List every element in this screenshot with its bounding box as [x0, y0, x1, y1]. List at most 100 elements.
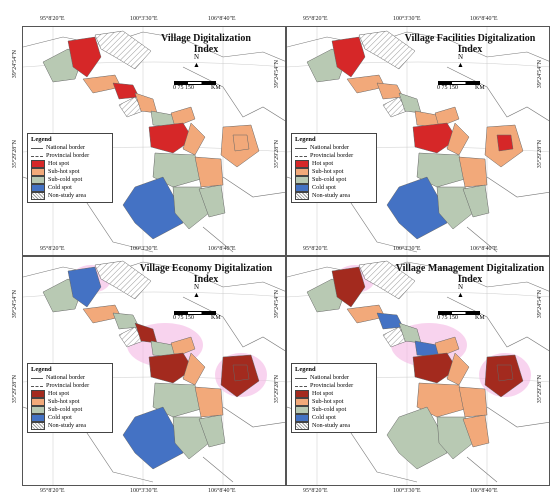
- north-arrow: N ▲: [193, 283, 200, 299]
- legend-label: Sub-cold spot: [312, 176, 347, 183]
- legend-label: Sub-hot spot: [312, 398, 344, 405]
- right-lat-label-1: 39°24'54"N: [537, 60, 543, 89]
- top-lon-label-1: 95°8'20"E: [40, 16, 65, 22]
- legend-label: Sub-hot spot: [48, 168, 80, 175]
- panel-title-line2: Index: [457, 44, 483, 55]
- sub-hot-swatch: [295, 398, 309, 406]
- legend-label: Non-study area: [48, 192, 86, 199]
- legend-label: Provincial border: [46, 152, 90, 159]
- bot-lon-label-6: 106°8'40"E: [470, 488, 498, 494]
- panel-title-line1: Village Facilities Digitalization: [404, 33, 536, 44]
- legend-item-national-border: National border: [295, 374, 373, 382]
- legend-item-sub-cold-spot: Sub-cold spot: [295, 176, 373, 184]
- map-panel-management-digitalization: Village Management Digitalization Index …: [286, 256, 550, 486]
- dashed-line-swatch-icon: [31, 155, 43, 157]
- scale-bar: [174, 81, 216, 85]
- panel-title-line1: Village Economy Digitalization: [139, 263, 273, 274]
- legend-item-hot-spot: Hot spot: [295, 160, 373, 168]
- line-swatch-icon: [295, 377, 307, 379]
- hatch-swatch: [295, 422, 309, 430]
- dashed-line-swatch-icon: [295, 155, 307, 157]
- panel-title: Village Management Digitalization Index: [395, 263, 545, 285]
- legend-item-cold-spot: Cold spot: [31, 414, 109, 422]
- top-lon-label-5: 100°3'30"E: [393, 16, 421, 22]
- panel-title-line2: Index: [193, 44, 219, 55]
- sub-cold-swatch: [295, 406, 309, 414]
- mid-lon-label-5: 100°3'30"E: [393, 246, 421, 252]
- legend-item-national-border: National border: [295, 144, 373, 152]
- legend-label: Sub-cold spot: [48, 406, 83, 413]
- legend-label: National border: [46, 374, 86, 381]
- top-lon-label-2: 100°3'30"E: [130, 16, 158, 22]
- legend-label: Hot spot: [312, 390, 334, 397]
- mid-lon-label-1: 95°8'20"E: [40, 246, 65, 252]
- legend: Legend National border Provincial border…: [291, 363, 377, 433]
- legend-label: Non-study area: [312, 192, 350, 199]
- legend-item-provincial-border: Provincial border: [31, 152, 109, 160]
- legend-label: Sub-hot spot: [48, 398, 80, 405]
- legend-item-provincial-border: Provincial border: [31, 382, 109, 390]
- map-canvas: [287, 257, 549, 485]
- panel-title-line2: Index: [457, 274, 483, 285]
- inner-lat-label-3: 39°24'54"N: [274, 290, 280, 319]
- legend-label: Non-study area: [48, 422, 86, 429]
- legend-label: Non-study area: [312, 422, 350, 429]
- legend-item-cold-spot: Cold spot: [31, 184, 109, 192]
- hatch-swatch: [31, 192, 45, 200]
- hot-swatch: [295, 160, 309, 168]
- legend-label: Sub-cold spot: [48, 176, 83, 183]
- panel-title: Village Facilities Digitalization Index: [395, 33, 545, 55]
- legend-item-provincial-border: Provincial border: [295, 382, 373, 390]
- right-lat-label-3: 39°24'54"N: [537, 290, 543, 319]
- scale-unit: KM: [211, 85, 221, 91]
- bot-lon-label-4: 95°8'20"E: [303, 488, 328, 494]
- dashed-line-swatch-icon: [295, 385, 307, 387]
- mid-lon-label-2: 100°3'30"E: [130, 246, 158, 252]
- legend-item-national-border: National border: [31, 144, 109, 152]
- line-swatch-icon: [295, 147, 307, 149]
- bot-lon-label-1: 95°8'20"E: [40, 488, 65, 494]
- map-panel-village-digitalization: Village Digitalization Index N ▲ 0 75 15…: [22, 26, 286, 256]
- legend-item-non-study-area: Non-study area: [295, 422, 373, 430]
- legend-item-sub-cold-spot: Sub-cold spot: [295, 406, 373, 414]
- right-lat-label-4: 35°29'28"N: [537, 375, 543, 404]
- legend-item-cold-spot: Cold spot: [295, 184, 373, 192]
- left-lat-label-3: 39°24'54"N: [12, 290, 18, 319]
- scale-ticks: 0 75 150: [173, 85, 194, 91]
- north-label: N: [457, 53, 463, 61]
- north-arrow: N ▲: [193, 53, 200, 69]
- scale-ticks: 0 75 150: [437, 85, 458, 91]
- top-lon-label-3: 106°8'40"E: [208, 16, 236, 22]
- inner-lat-label-2: 35°29'28"N: [274, 140, 280, 169]
- legend-item-national-border: National border: [31, 374, 109, 382]
- legend-item-sub-cold-spot: Sub-cold spot: [31, 406, 109, 414]
- panel-title: Village Digitalization Index: [131, 33, 281, 55]
- north-label: N: [457, 283, 463, 291]
- map-canvas: [23, 257, 285, 485]
- north-arrow-icon: ▲: [193, 61, 200, 69]
- scale-bar: [174, 311, 216, 315]
- line-swatch-icon: [31, 377, 43, 379]
- legend-label: Cold spot: [48, 414, 72, 421]
- legend-label: Hot spot: [312, 160, 334, 167]
- north-arrow-icon: ▲: [457, 291, 464, 299]
- map-panel-facilities-digitalization: Village Facilities Digitalization Index …: [286, 26, 550, 256]
- sub-hot-swatch: [31, 398, 45, 406]
- panel-title-line1: Village Digitalization: [161, 33, 251, 44]
- right-lat-label-2: 35°29'28"N: [537, 140, 543, 169]
- scale-ticks: 0 75 150: [173, 315, 194, 321]
- cold-swatch: [31, 414, 45, 422]
- map-canvas: [287, 27, 549, 255]
- hatch-swatch: [295, 192, 309, 200]
- legend-label: National border: [46, 144, 86, 151]
- legend-label: National border: [310, 374, 350, 381]
- legend-item-sub-hot-spot: Sub-hot spot: [295, 168, 373, 176]
- map-canvas: [23, 27, 285, 255]
- hot-swatch: [31, 390, 45, 398]
- legend: Legend National border Provincial border…: [27, 133, 113, 203]
- map-panel-economy-digitalization: Village Economy Digitalization Index N ▲…: [22, 256, 286, 486]
- legend: Legend National border Provincial border…: [291, 133, 377, 203]
- hot-swatch: [295, 390, 309, 398]
- legend-label: National border: [310, 144, 350, 151]
- legend-label: Cold spot: [312, 184, 336, 191]
